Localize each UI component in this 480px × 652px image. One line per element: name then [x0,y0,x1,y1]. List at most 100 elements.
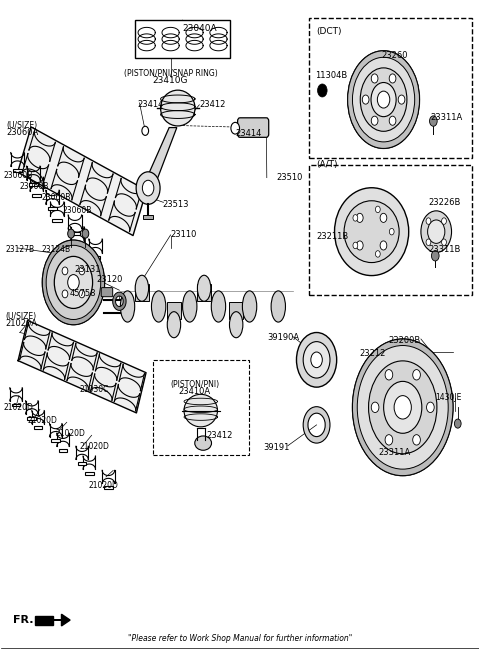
Circle shape [380,213,387,222]
Ellipse shape [167,312,180,338]
Text: 21020D: 21020D [3,403,33,412]
Ellipse shape [271,291,286,322]
Circle shape [428,220,445,243]
Circle shape [79,290,85,298]
Bar [72,243,82,246]
Text: 21020D: 21020D [89,481,119,490]
Text: (PISTON/PNI/SNAP RING): (PISTON/PNI/SNAP RING) [124,69,217,78]
Circle shape [62,267,68,274]
Text: 23211B: 23211B [317,232,349,241]
Text: 23414: 23414 [137,100,164,110]
Polygon shape [35,615,53,625]
Text: 23311A: 23311A [431,113,463,122]
Text: 21020A: 21020A [5,319,37,328]
Circle shape [421,211,452,252]
Circle shape [297,333,336,387]
Text: "Please refer to Work Shop Manual for further information": "Please refer to Work Shop Manual for fu… [128,634,352,643]
Circle shape [394,396,411,419]
Bar [104,486,113,489]
Bar [153,361,249,455]
Text: 23412: 23412 [199,100,226,110]
Circle shape [371,116,378,125]
Circle shape [362,95,369,104]
Text: 23040A: 23040A [182,23,216,33]
Bar [13,170,22,172]
Ellipse shape [152,291,166,322]
Bar [27,417,36,419]
Text: 23311A: 23311A [379,449,411,457]
Text: 23412: 23412 [206,431,233,440]
Circle shape [375,206,380,213]
Text: 23131: 23131 [75,265,101,274]
Polygon shape [18,320,146,413]
FancyBboxPatch shape [101,288,113,297]
FancyBboxPatch shape [238,118,269,138]
Circle shape [79,267,85,274]
Circle shape [348,51,420,149]
Text: 23110: 23110 [170,230,197,239]
Bar [91,256,100,259]
Circle shape [398,95,405,104]
Circle shape [142,126,149,136]
Text: (U/SIZE): (U/SIZE) [6,121,37,130]
Circle shape [68,274,79,290]
Circle shape [352,339,453,476]
Circle shape [442,239,446,246]
Text: 23060B: 23060B [20,183,49,191]
Circle shape [380,241,387,250]
Polygon shape [18,127,146,235]
Text: 23060B: 23060B [41,194,71,202]
Text: 23200B: 23200B [388,336,420,345]
Ellipse shape [242,291,257,322]
Text: 11304B: 11304B [315,71,347,80]
Circle shape [432,250,439,261]
Ellipse shape [344,201,399,263]
Ellipse shape [135,275,149,301]
Ellipse shape [335,188,408,276]
Circle shape [385,435,393,445]
Text: FR.: FR. [12,615,33,625]
Circle shape [318,84,327,97]
Circle shape [430,116,437,126]
Circle shape [360,68,407,131]
Text: 23414: 23414 [235,129,262,138]
Circle shape [357,213,363,222]
Circle shape [62,290,68,298]
Bar [135,20,230,58]
Text: (PISTON/PNI): (PISTON/PNI) [170,380,219,389]
Text: 45758: 45758 [70,289,96,298]
Ellipse shape [229,312,243,338]
Text: 23513: 23513 [162,200,189,209]
Bar [167,303,181,319]
FancyArrow shape [35,614,70,626]
Circle shape [143,180,154,196]
Circle shape [231,123,240,134]
Bar [28,183,38,186]
Circle shape [371,402,379,413]
Text: (U/SIZE): (U/SIZE) [5,312,36,321]
Text: 23060B: 23060B [3,171,33,179]
Bar [135,284,149,301]
Bar [12,404,20,406]
Circle shape [385,370,393,380]
Bar [52,219,62,222]
Text: 23060B: 23060B [63,205,92,215]
Circle shape [455,419,461,428]
Text: 23060A: 23060A [6,128,39,138]
Bar [229,303,243,319]
Text: 21030C: 21030C [80,385,109,394]
Text: 23260: 23260 [381,52,408,61]
Bar [48,207,57,210]
Circle shape [371,83,396,117]
Circle shape [82,229,89,238]
Text: 23311B: 23311B [428,244,460,254]
Text: 1430JE: 1430JE [435,393,462,402]
Bar [310,165,472,295]
Ellipse shape [120,291,135,322]
Circle shape [353,242,358,248]
Bar [197,284,211,301]
Text: 23410A: 23410A [179,387,211,396]
Text: 23226B: 23226B [428,198,460,207]
Bar [32,194,41,197]
Bar [59,449,67,452]
